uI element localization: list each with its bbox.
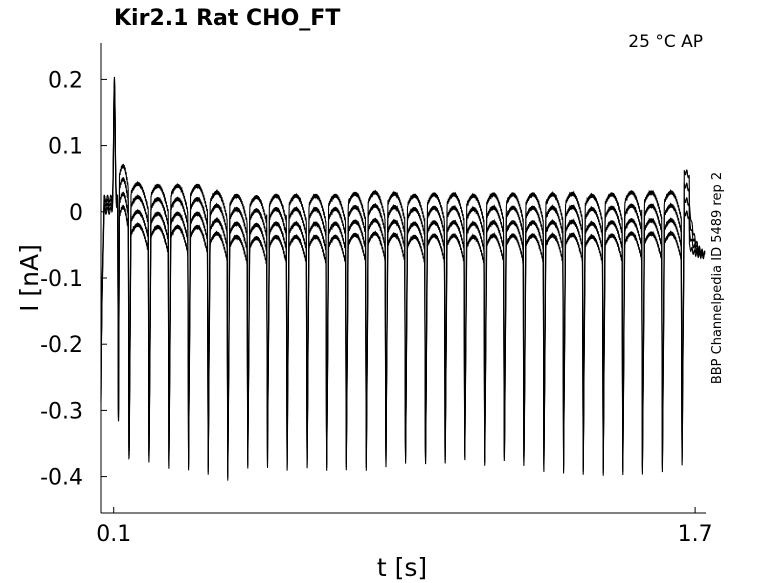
current-traces [100,76,706,481]
x-axis-label: t [s] [377,553,427,582]
current-sweep-1 [100,76,706,473]
condition-label: 25 °C AP [628,32,703,52]
y-tick-label: -0.1 [40,267,83,292]
x-tick-label: 1.7 [678,522,713,547]
y-tick-label: -0.3 [40,399,83,424]
y-ticks: 0.2 0.1 0 -0.1 -0.2 -0.3 -0.4 [40,68,107,491]
current-sweep-3 [100,85,706,478]
current-sweep-4 [100,89,706,481]
y-tick-label: -0.2 [40,333,83,358]
y-tick-label: -0.4 [40,466,83,491]
y-axis-label: I [nA] [15,244,44,312]
y-tick-label: 0.2 [48,68,83,93]
x-tick-label: 0.1 [96,522,131,547]
current-sweep-2 [100,80,706,476]
y-tick-label: 0 [69,201,83,226]
x-ticks: 0.1 1.7 [96,507,713,547]
y-tick-label: 0.1 [48,135,83,160]
plot-area: 0.2 0.1 0 -0.1 -0.2 -0.3 -0.4 0.1 1.7 [40,43,713,547]
chart-title: Kir2.1 Rat CHO_FT [114,6,340,31]
side-annotation: BBP Channelpedia ID 5489 rep 2 [710,172,725,384]
